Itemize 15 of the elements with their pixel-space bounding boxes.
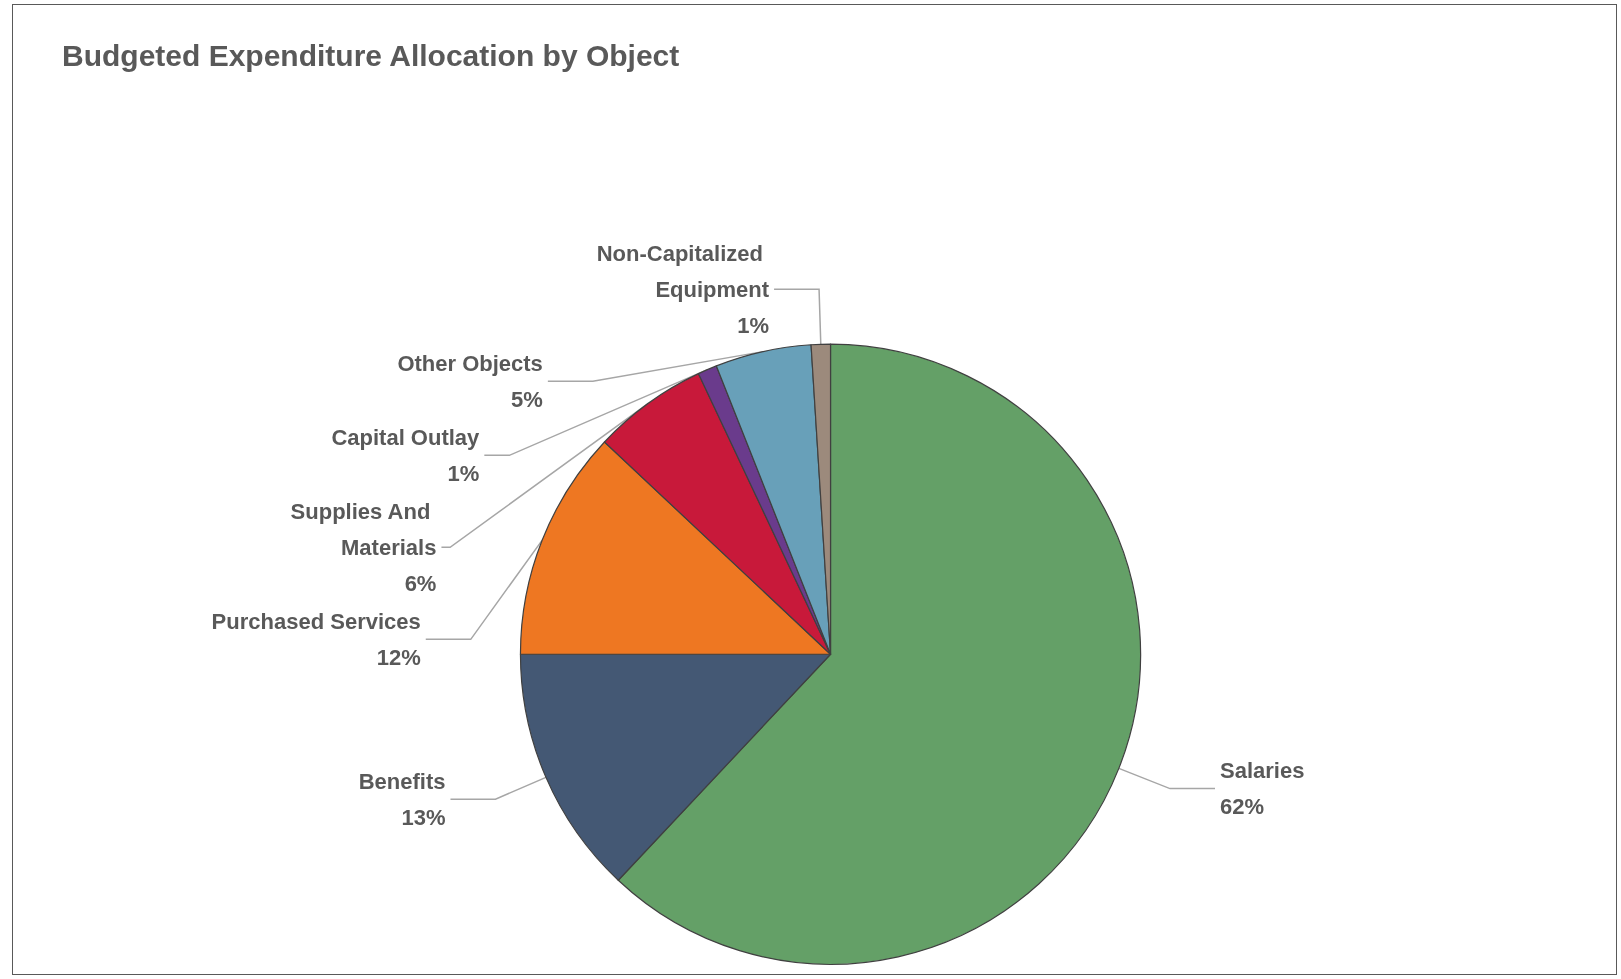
slice-label: Supplies And Materials: [290, 498, 437, 560]
data-label: 1%: [447, 460, 480, 486]
data-label: 6%: [404, 570, 437, 596]
chart-title: Budgeted Expenditure Allocation by Object: [62, 38, 680, 72]
slice-label: Benefits: [358, 768, 446, 794]
slice-label: Other Objects: [397, 350, 543, 376]
slice-label: Capital Outlay: [331, 424, 481, 450]
data-label: 1%: [737, 312, 770, 338]
data-label: 62%: [1219, 794, 1265, 820]
data-label: 13%: [401, 804, 446, 830]
slice-label: Salaries: [1219, 758, 1305, 784]
slice-label: Purchased Services: [211, 608, 421, 634]
data-label: 12%: [376, 644, 421, 670]
data-label: 5%: [511, 386, 543, 412]
slice-label: Non-Capitalized Equipment: [596, 240, 770, 302]
